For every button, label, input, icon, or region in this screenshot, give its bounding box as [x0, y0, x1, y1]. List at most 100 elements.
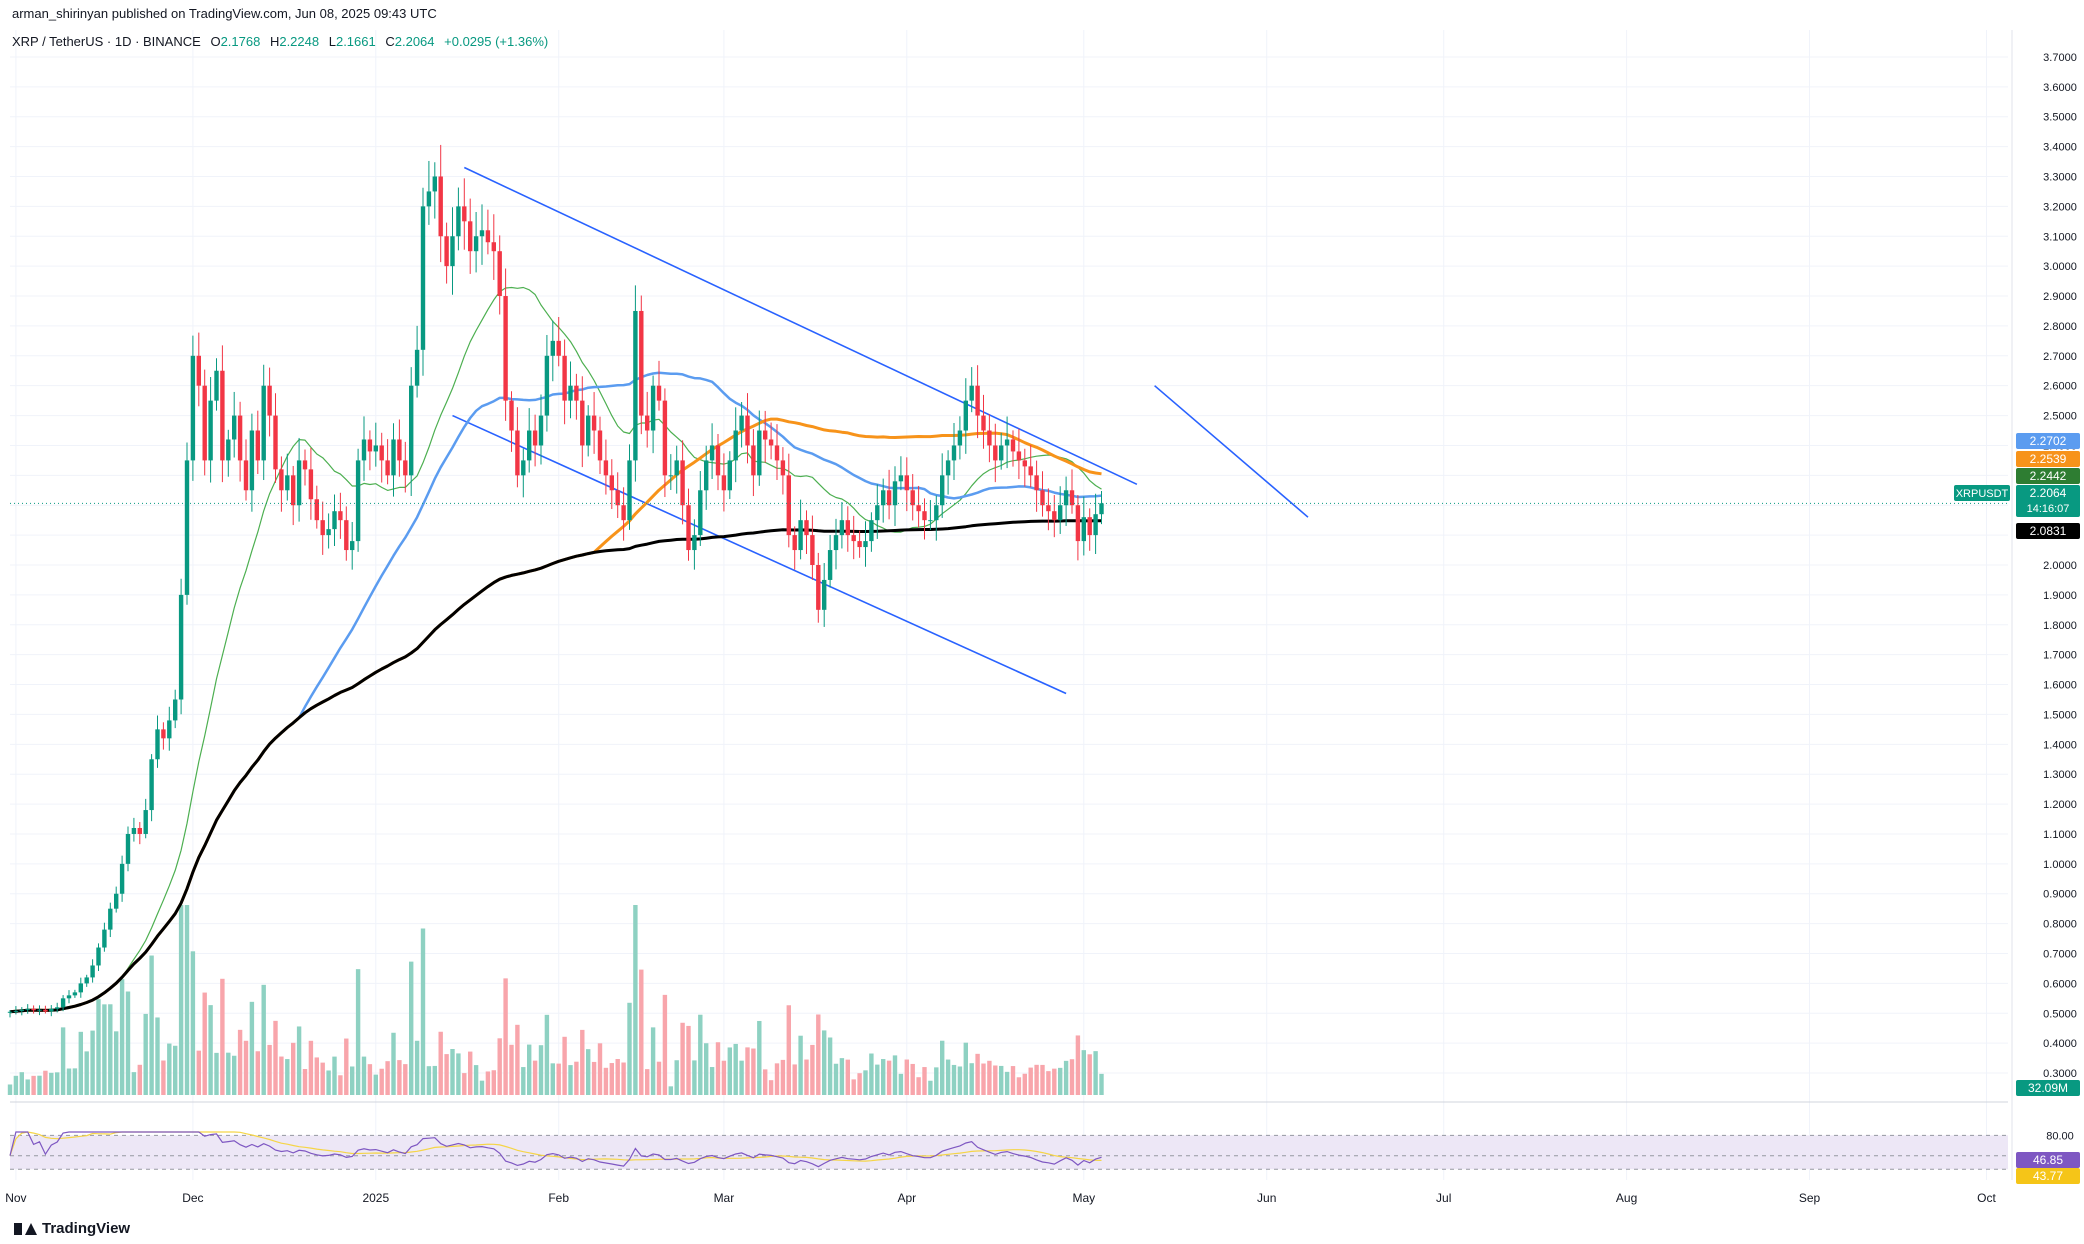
candle-body: [987, 430, 992, 446]
candle-body: [668, 475, 673, 477]
symbol-label[interactable]: XRP / TetherUS · 1D · BINANCE: [12, 34, 201, 49]
volume-bar: [196, 1050, 201, 1095]
candle-body: [751, 445, 756, 476]
candle-body: [314, 499, 319, 521]
volume-bar: [574, 1061, 579, 1095]
candle-body: [568, 385, 573, 401]
candle-body: [255, 430, 260, 461]
ohlc-legend: XRP / TetherUS · 1D · BINANCE O2.1768 H2…: [12, 34, 548, 49]
candle-body: [379, 445, 384, 461]
candle-body: [385, 460, 390, 476]
volume-bar: [910, 1063, 915, 1095]
candle-body: [1081, 517, 1086, 542]
candle-body: [975, 385, 980, 416]
volume-bar: [751, 1048, 756, 1095]
candle-body: [922, 511, 927, 521]
price-tick-label: 1.6000: [2043, 680, 2077, 692]
price-tick-label: 1.8000: [2043, 620, 2077, 632]
volume-bar: [13, 1075, 19, 1095]
rsi-ma-tag-bg: [2016, 1168, 2080, 1184]
candle-body: [25, 1008, 30, 1010]
candle-body: [208, 400, 213, 461]
volume-bar: [515, 1024, 520, 1095]
change-value: +0.0295 (+1.36%): [444, 34, 549, 49]
volume-bar: [90, 1030, 95, 1095]
candle-body: [916, 505, 921, 512]
chart-grid: [10, 30, 2008, 1180]
rsi-ma-tag: 43.77: [2033, 1169, 2063, 1183]
candle-body: [881, 490, 886, 506]
price-tick-label: 3.5000: [2043, 112, 2077, 124]
candle-body: [875, 505, 880, 521]
price-tick-label: 0.9000: [2043, 889, 2077, 901]
candle-body: [237, 415, 243, 461]
volume-bar: [131, 1072, 137, 1095]
volume-bar: [479, 1080, 485, 1095]
candle-body: [13, 1010, 19, 1012]
volume-bar: [403, 1064, 408, 1095]
price-tick-label: 0.3000: [2043, 1068, 2077, 1080]
volume-bar: [397, 1060, 402, 1095]
volume-bar: [43, 1070, 48, 1095]
volume-bar: [603, 1067, 609, 1095]
volume-bar: [509, 1044, 514, 1095]
volume-bar: [609, 1063, 614, 1095]
volume-bar: [668, 1086, 673, 1095]
volume-bar: [851, 1079, 856, 1095]
candle-body: [686, 505, 691, 551]
price-tick-label: 2.6000: [2043, 381, 2077, 393]
volume-bar: [621, 1062, 626, 1095]
price-tick-label: 0.7000: [2043, 949, 2077, 961]
candle-body: [1052, 511, 1057, 521]
candle-body: [680, 460, 685, 506]
candle-body: [184, 460, 190, 595]
volume-bar: [981, 1063, 986, 1095]
candle-body: [320, 520, 325, 536]
volume-bar: [650, 1027, 656, 1095]
candle-body: [72, 992, 78, 996]
volume-bar: [591, 1061, 597, 1095]
candle-body: [597, 430, 603, 461]
candle-body: [350, 541, 355, 551]
volume-bar: [125, 991, 131, 1095]
candle-body: [768, 439, 774, 446]
volume-bar: [916, 1077, 921, 1095]
price-tick-label: 1.2000: [2043, 799, 2077, 811]
volume-bar: [562, 1036, 567, 1095]
volume-bar: [881, 1059, 886, 1095]
candle-body: [161, 729, 166, 739]
volume-bar: [1016, 1077, 1022, 1095]
candle-body: [468, 221, 473, 252]
author-name[interactable]: arman_shirinyan: [12, 6, 109, 21]
price-tick-label: 3.3000: [2043, 171, 2077, 183]
volume-bar: [945, 1059, 951, 1095]
volume-bar: [220, 978, 225, 1095]
candle-body: [586, 415, 591, 446]
volume-bar: [568, 1065, 573, 1095]
volume-bar: [1093, 1051, 1098, 1095]
volume-bar: [49, 1072, 54, 1095]
volume-bar: [886, 1060, 892, 1095]
tradingview-logo[interactable]: TradingView: [14, 1220, 130, 1237]
volume-bar: [226, 1052, 231, 1095]
candle-body: [656, 385, 662, 401]
volume-bar: [285, 1059, 290, 1095]
volume-bar: [822, 1030, 827, 1095]
volume-bar: [1004, 1071, 1010, 1095]
candle-body: [37, 1009, 42, 1011]
volume-bar: [957, 1066, 963, 1095]
price-tag: 2.2442: [2030, 469, 2067, 483]
volume-bar: [143, 1013, 148, 1095]
price-tick-label: 0.4000: [2043, 1038, 2077, 1050]
candle-body: [715, 445, 721, 476]
candle-body: [627, 460, 632, 521]
candle-body: [757, 430, 762, 476]
volume-bar: [173, 1045, 178, 1095]
volume-bar: [556, 1063, 561, 1095]
candle-body: [1022, 460, 1027, 467]
time-tick-label: 2025: [362, 1191, 389, 1205]
candle-body: [125, 833, 131, 864]
price-axis: 3.7000 3.6000 3.5000 3.4000 3.3000 3.2000 3.10…: [2011, 30, 2077, 1180]
high-value: 2.2248: [279, 34, 320, 49]
